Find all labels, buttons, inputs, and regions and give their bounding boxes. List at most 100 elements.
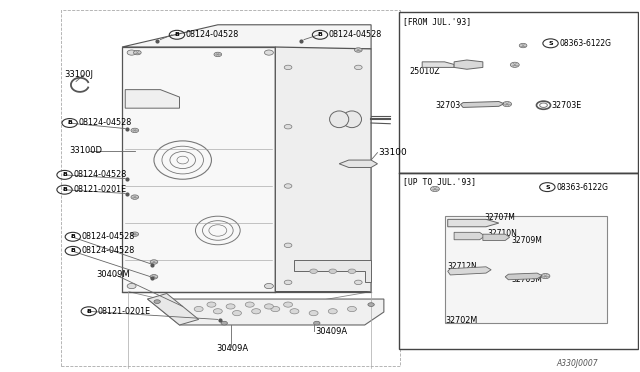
Polygon shape <box>483 234 509 240</box>
Circle shape <box>131 232 139 236</box>
Circle shape <box>214 52 221 57</box>
Circle shape <box>284 280 292 285</box>
Text: 08124-04528: 08124-04528 <box>329 30 382 39</box>
Circle shape <box>284 243 292 247</box>
Text: 32703E: 32703E <box>551 101 581 110</box>
Text: 33100D: 33100D <box>70 146 102 155</box>
Text: B: B <box>67 121 72 125</box>
Circle shape <box>355 48 362 52</box>
Circle shape <box>150 260 158 264</box>
Polygon shape <box>122 47 275 292</box>
Text: 32703M: 32703M <box>511 275 543 284</box>
Polygon shape <box>422 62 454 67</box>
Circle shape <box>309 311 318 316</box>
Circle shape <box>127 283 136 289</box>
Text: 08124-04528: 08124-04528 <box>186 30 239 39</box>
Circle shape <box>150 275 158 279</box>
Polygon shape <box>454 232 484 240</box>
Text: 08363-6122G: 08363-6122G <box>556 183 608 192</box>
Text: B: B <box>62 187 67 192</box>
Polygon shape <box>505 273 542 280</box>
Circle shape <box>221 321 227 325</box>
Ellipse shape <box>330 111 349 128</box>
Circle shape <box>264 50 273 55</box>
Text: [FROM JUL.'93]: [FROM JUL.'93] <box>403 17 471 26</box>
Circle shape <box>194 307 203 312</box>
Circle shape <box>226 304 235 309</box>
Circle shape <box>271 307 280 312</box>
Text: A330J0007: A330J0007 <box>556 359 598 368</box>
Circle shape <box>134 50 141 55</box>
Circle shape <box>541 273 550 279</box>
Circle shape <box>355 65 362 70</box>
Circle shape <box>348 307 356 312</box>
Circle shape <box>329 269 337 273</box>
Circle shape <box>131 195 139 199</box>
Circle shape <box>314 321 320 325</box>
Circle shape <box>284 184 292 188</box>
Polygon shape <box>148 299 384 325</box>
Circle shape <box>368 303 374 307</box>
Circle shape <box>264 283 273 289</box>
Text: S: S <box>545 185 550 190</box>
Circle shape <box>284 302 292 307</box>
Text: 32710N: 32710N <box>487 228 517 238</box>
Text: 08124-04528: 08124-04528 <box>74 170 127 179</box>
Polygon shape <box>122 25 371 49</box>
Text: 30409A: 30409A <box>216 344 249 353</box>
Polygon shape <box>339 160 378 167</box>
Text: B: B <box>70 248 76 253</box>
Circle shape <box>264 304 273 309</box>
Circle shape <box>502 102 511 107</box>
Circle shape <box>290 309 299 314</box>
Circle shape <box>154 300 161 304</box>
Text: 32703: 32703 <box>435 101 460 110</box>
Circle shape <box>207 302 216 307</box>
Text: 08124-04528: 08124-04528 <box>79 119 132 128</box>
Polygon shape <box>294 260 371 282</box>
Circle shape <box>355 280 362 285</box>
Circle shape <box>348 269 356 273</box>
Circle shape <box>213 309 222 314</box>
Bar <box>399 12 638 173</box>
Text: 30409A: 30409A <box>315 327 347 336</box>
Text: 33100J: 33100J <box>65 70 93 79</box>
Polygon shape <box>125 90 179 108</box>
Circle shape <box>127 50 136 55</box>
Circle shape <box>510 62 519 67</box>
Text: B: B <box>86 309 92 314</box>
Text: 08363-6122G: 08363-6122G <box>559 39 611 48</box>
Polygon shape <box>461 102 504 108</box>
Text: B: B <box>317 32 323 37</box>
Polygon shape <box>448 219 499 227</box>
Text: 08121-0201E: 08121-0201E <box>74 185 127 194</box>
Circle shape <box>328 309 337 314</box>
Text: 32707M: 32707M <box>484 213 515 222</box>
Circle shape <box>519 43 527 48</box>
Circle shape <box>131 128 139 133</box>
Ellipse shape <box>342 111 362 128</box>
Polygon shape <box>454 60 483 69</box>
Circle shape <box>310 269 317 273</box>
Polygon shape <box>148 294 198 325</box>
Text: 32712N: 32712N <box>448 262 477 271</box>
Text: 08121-0201E: 08121-0201E <box>98 307 151 316</box>
Text: 25010Z: 25010Z <box>410 67 440 76</box>
Circle shape <box>245 302 254 307</box>
Circle shape <box>284 125 292 129</box>
Text: B: B <box>70 234 76 239</box>
Text: B: B <box>62 172 67 177</box>
Circle shape <box>232 311 241 316</box>
Text: 32709M: 32709M <box>511 236 543 245</box>
Bar <box>399 173 638 349</box>
Circle shape <box>284 65 292 70</box>
Text: 08124-04528: 08124-04528 <box>82 232 135 241</box>
Circle shape <box>431 186 440 192</box>
Text: 33100: 33100 <box>379 148 408 157</box>
Text: 32702M: 32702M <box>446 316 478 325</box>
Bar <box>61 10 400 366</box>
Text: 08124-04528: 08124-04528 <box>82 246 135 255</box>
Text: [UP TO JUL.'93]: [UP TO JUL.'93] <box>403 177 476 186</box>
Text: S: S <box>548 41 553 46</box>
Bar <box>445 216 607 323</box>
